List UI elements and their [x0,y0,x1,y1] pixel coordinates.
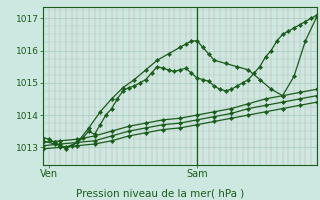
Text: Pression niveau de la mer( hPa ): Pression niveau de la mer( hPa ) [76,188,244,198]
